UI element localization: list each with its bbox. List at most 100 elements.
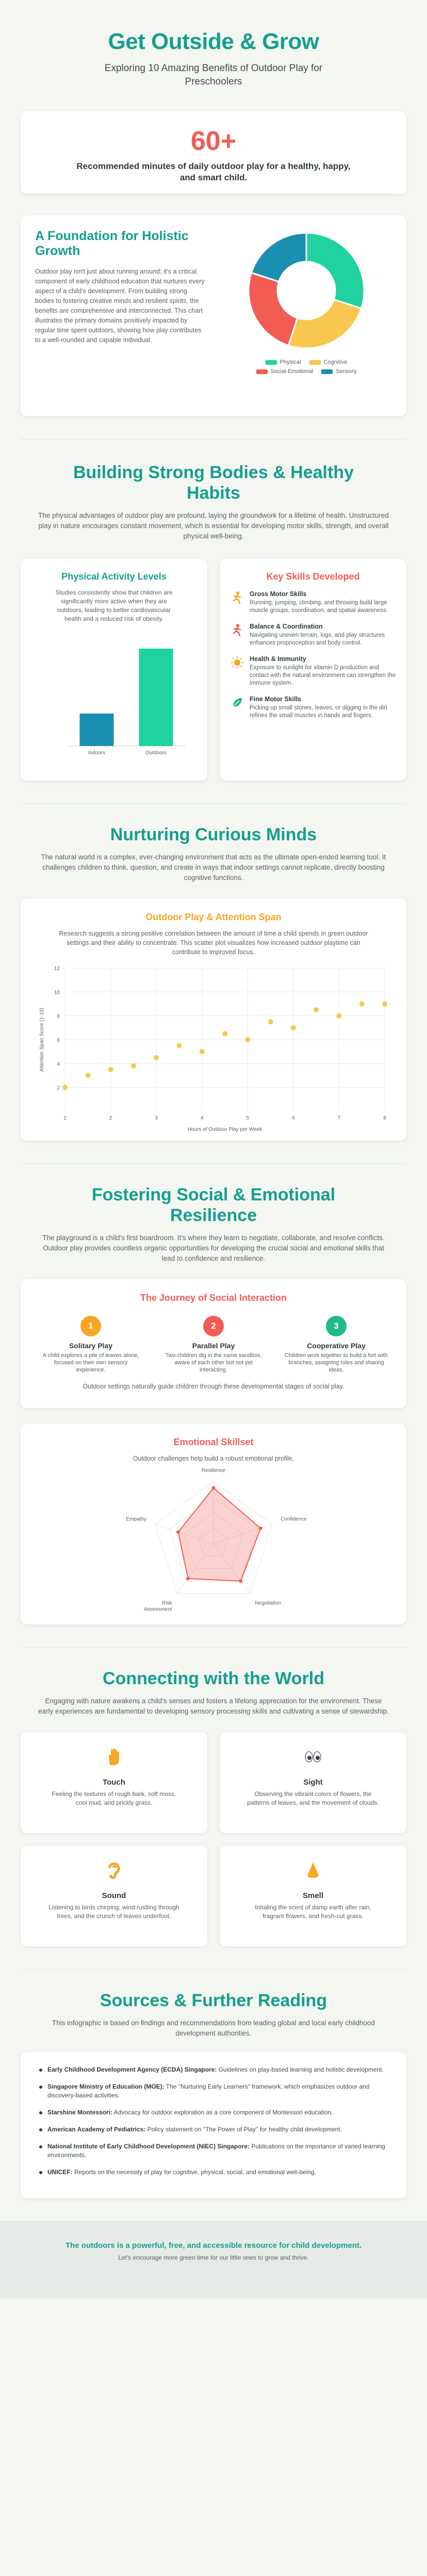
source-text: Guidelines on play-based learning and ho… [217, 2066, 384, 2073]
scatter-ytick: 2 [57, 1086, 60, 1091]
radar-spoke [154, 1524, 214, 1544]
stat-number: 60+ [190, 126, 237, 156]
sources-title: Sources & Further Reading [100, 1991, 327, 2010]
radar-label: Empathy [126, 1517, 146, 1522]
skills-list: Gross Motor Skills Running, jumping, clim… [230, 590, 396, 720]
radar-point [186, 1577, 190, 1581]
scatter-ylabel: Attention Span Score (1-10) [39, 1008, 45, 1072]
skill-desc: Navigating uneven terrain, logs, and pla… [250, 632, 385, 646]
radar-area [177, 1487, 261, 1582]
source-text: Publications on the importance of varied… [47, 2143, 385, 2159]
bullet-icon [39, 2111, 42, 2114]
foundation-title: A Foundation for Holistic Growth [35, 229, 189, 258]
scatter-point [108, 1066, 113, 1072]
nose-icon [307, 1862, 319, 1878]
scatter-point [268, 1019, 273, 1025]
journey-stages: 1 Solitary Play A child explores a pile of… [34, 1316, 393, 1374]
stage-title: Cooperative Play [307, 1342, 366, 1350]
source-item: Early Childhood Development Agency (ECDA… [39, 2065, 388, 2074]
footer-main-text: The outdoors is a powerful, free, and ac… [65, 2241, 362, 2250]
stat-card: 60+ Recommended minutes of daily outdoor… [21, 111, 406, 194]
radar-ring [198, 1528, 229, 1556]
physical-title: Building Strong Bodies & Healthy Habits [73, 463, 354, 503]
sense-desc: Feeling the textures of rough bark, soft… [52, 1790, 176, 1806]
foundation-card: A Foundation for Holistic Growth Outdoor… [21, 215, 406, 416]
attention-card: Outdoor Play & Attention Span Research s… [21, 899, 406, 1141]
sense-title: Smell [302, 1891, 324, 1900]
skillset-card: Emotional Skillset Outdoor challenges he… [21, 1423, 406, 1624]
attention-title: Outdoor Play & Attention Span [145, 912, 282, 922]
running-figure-icon [233, 591, 241, 604]
bullet-icon [39, 2128, 42, 2131]
physical-desc: The physical advantages of outdoor play … [38, 512, 389, 540]
skill-desc: Exposure to sunlight for vitamin D produ… [250, 665, 396, 686]
activity-card: Physical Activity Levels Studies consist… [21, 559, 207, 781]
sources-section: Sources & Further Reading This infograph… [21, 1990, 406, 2198]
source-name: UNICEF: [47, 2168, 73, 2176]
legend-swatch [265, 360, 277, 365]
eyes-icon [305, 1751, 321, 1762]
source-text: Policy statement on "The Power of Play" … [145, 2126, 342, 2133]
skill-desc: Running, jumping, climbing, and throwing… [250, 600, 388, 614]
senses-desc: Engaging with nature awakens a child's s… [38, 1697, 389, 1715]
radar-label: Confidence [281, 1517, 307, 1522]
donut-slice-social-emotional [248, 272, 299, 347]
minds-section: Nurturing Curious Minds The natural worl… [21, 824, 406, 1141]
skill-item: Balance & Coordination Navigating uneven … [230, 623, 396, 647]
scatter-point [130, 1063, 136, 1069]
legend-label: Physical [280, 359, 301, 365]
scatter-point [336, 1013, 342, 1019]
bar-tick-label: Outdoors [145, 750, 167, 756]
page-title: Get Outside & Grow [108, 29, 319, 54]
source-item: Singapore Ministry of Education (MOE): T… [39, 2082, 388, 2100]
scatter-xtick: 6 [292, 1115, 295, 1121]
source-text: Advocacy for outdoor exploration as a co… [112, 2109, 333, 2116]
stage-desc: Children work together to build a fort w… [285, 1352, 388, 1373]
source-name: Early Childhood Development Agency (ECDA… [47, 2066, 217, 2073]
section-divider [21, 803, 406, 804]
skill-title: Balance & Coordination [250, 623, 323, 630]
legend-item: Physical [265, 359, 301, 365]
journey-note: Outdoor settings naturally guide childre… [83, 1383, 344, 1390]
radar-spoke [177, 1543, 214, 1594]
sense-card: Sound Listening to birds chirping, wind r… [21, 1845, 207, 1946]
scatter-point [314, 1007, 319, 1013]
scatter-ytick: 4 [57, 1061, 60, 1067]
senses-section: Connecting with the World Engaging with … [21, 1668, 406, 1959]
legend-swatch [309, 360, 321, 365]
social-desc: The playground is a child's first boardr… [42, 1234, 385, 1262]
legend-label: Sensory [336, 368, 357, 375]
radar-ring [184, 1512, 243, 1569]
sources-card: Early Childhood Development Agency (ECDA… [21, 2052, 406, 2198]
scatter-xtick: 8 [383, 1115, 386, 1121]
radar-ring [169, 1497, 258, 1582]
radar-point [176, 1530, 180, 1534]
radar-point [211, 1486, 216, 1490]
sun-icon [231, 656, 243, 669]
bullet-icon [39, 2086, 42, 2089]
senses-title: Connecting with the World [103, 1669, 324, 1688]
sense-desc: Inhaling the scent of damp earth after r… [255, 1904, 371, 1920]
donut-legend: Physical Cognitive Social-Emotional Sensory [229, 358, 384, 376]
scatter-point [176, 1043, 182, 1048]
journey-stage: 1 Solitary Play A child explores a pile of… [39, 1316, 142, 1374]
radar-spoke [213, 1524, 273, 1544]
journey-stage: 3 Cooperative Play Children work together … [285, 1316, 388, 1374]
skill-title: Fine Motor Skills [250, 696, 302, 703]
legend-label: Social-Emotional [270, 368, 314, 375]
page: Get Outside & Grow Exploring 10 Amazing … [21, 29, 406, 2198]
source-name: Starshine Montessori: [47, 2109, 113, 2116]
sense-title: Sound [102, 1891, 126, 1900]
minds-title: Nurturing Curious Minds [110, 825, 317, 844]
source-name: American Academy of Pediatrics: [47, 2126, 146, 2133]
radar-ring [154, 1481, 273, 1594]
source-item: National Institute of Early Childhood De… [39, 2142, 388, 2160]
bullet-icon [39, 2145, 42, 2148]
domains-donut-chart [248, 232, 365, 349]
scatter-point [359, 1001, 365, 1007]
sense-card: Sight Observing the vibrant colors of flo… [220, 1732, 406, 1833]
activity-text: Studies consistently show that children … [55, 589, 173, 622]
section-divider [21, 1163, 406, 1164]
social-section: Fostering Social & Emotional Resilience … [21, 1184, 406, 1624]
